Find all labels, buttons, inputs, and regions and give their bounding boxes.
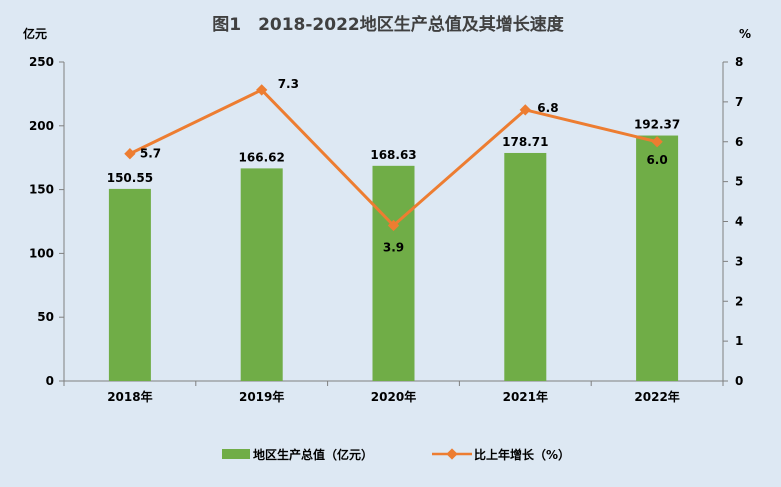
y-left-tick-label: 200 [29,119,54,133]
y-right-tick-label: 8 [735,55,743,69]
line-point [124,148,136,160]
x-tick-label: 2019年 [239,389,284,404]
y-left-tick-label: 0 [46,374,54,388]
data-labels: 150.55 166.62 168.63 178.71 192.37 5.7 7.3 3.9 6… [107,77,681,255]
line-value-label: 5.7 [140,147,161,161]
bar-value-label: 168.63 [370,148,416,162]
y-right-unit-label: % [739,27,751,41]
y-left-tick-label: 50 [37,310,54,324]
bar [504,152,547,381]
legend-marker-line [446,448,458,460]
y-left-tick-label: 250 [29,55,54,69]
y-right-tick-label: 5 [735,175,743,189]
legend-swatch-bar [222,449,250,459]
axes: 0 50 100 150 200 250 0 1 2 3 4 5 6 7 8 2018年 2019年 2020年 2… [29,55,743,404]
y-right-tick-label: 0 [735,374,743,388]
line-value-label: 6.8 [537,101,558,115]
y-right-tick-label: 1 [735,334,743,348]
bar-value-label: 192.37 [634,118,680,132]
bar [240,168,283,381]
y-left-tick-label: 150 [29,183,54,197]
bar-value-label: 178.71 [502,135,548,149]
x-tick-label: 2020年 [371,389,416,404]
legend-label-line: 比上年增长（%） [474,447,570,462]
line-value-label: 3.9 [383,240,404,254]
chart-title: 图1 2018-2022地区生产总值及其增长速度 [212,14,565,35]
line-point [651,136,663,148]
y-right-tick-label: 3 [735,254,743,268]
line-value-label: 7.3 [278,77,299,91]
legend-label-bar: 地区生产总值（亿元） [253,447,373,462]
line-value-label: 6.0 [646,153,667,167]
y-right-tick-label: 2 [735,294,743,308]
bar-value-label: 150.55 [107,171,153,185]
y-right-tick-label: 4 [735,215,743,229]
bar [636,135,679,381]
bar-value-label: 166.62 [239,150,285,164]
legend: 地区生产总值（亿元） 比上年增长（%） [222,447,570,462]
x-tick-label: 2018年 [107,389,152,404]
x-tick-label: 2021年 [503,389,548,404]
y-right-tick-label: 7 [735,95,743,109]
y-right-tick-label: 6 [735,135,743,149]
y-left-unit-label: 亿元 [23,26,47,41]
y-left-tick-label: 100 [29,246,54,260]
bar [372,165,415,381]
line-point [387,219,400,232]
x-tick-label: 2022年 [634,389,679,404]
bar-series [108,135,679,381]
bar [108,188,151,381]
